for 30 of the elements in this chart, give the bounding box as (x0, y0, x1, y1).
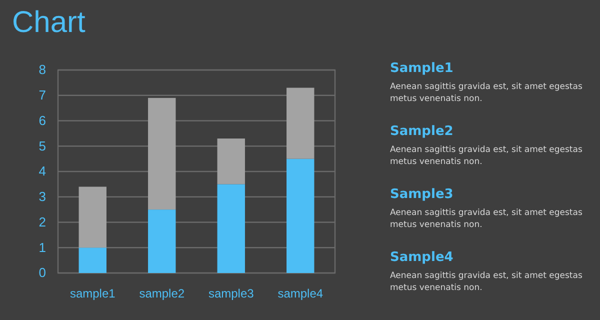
text: Sample1 (390, 61, 454, 76)
y-tick-label: 5 (38, 138, 46, 154)
bar (78, 248, 106, 273)
x-tick-label: sample3 (208, 286, 254, 301)
text: Aenean sagittis gravida est, sit amet egestas metus venenatis non. (390, 145, 583, 167)
chart-title: Chart (12, 6, 86, 39)
bar (217, 138, 245, 184)
y-tick-label: 8 (38, 62, 46, 78)
bar (148, 98, 176, 210)
bar (286, 88, 314, 159)
bar (78, 186, 106, 248)
y-tick-label: 6 (38, 112, 46, 128)
text: Sample2 (390, 124, 454, 139)
bar (286, 158, 314, 273)
x-tick-label: sample1 (70, 286, 116, 301)
text: Aenean sagittis gravida est, sit amet egestas metus venenatis non. (390, 208, 583, 230)
y-tick-label: 2 (38, 214, 46, 230)
bar (217, 184, 245, 273)
y-tick-label: 1 (38, 240, 46, 255)
text: Aenean sagittis gravida est, sit amet egestas metus venenatis non. (390, 82, 583, 104)
text: Sample4 (390, 250, 454, 265)
x-tick-label: sample4 (278, 286, 324, 301)
y-tick-label: 0 (38, 265, 46, 280)
y-tick-label: 7 (38, 88, 46, 103)
bar (148, 210, 176, 273)
y-tick-label: 4 (38, 164, 46, 179)
x-tick-label: sample2 (139, 286, 185, 301)
text: Aenean sagittis gravida est, sit amet egestas metus venenatis non. (390, 271, 583, 293)
text: Sample3 (390, 187, 454, 202)
y-tick-label: 3 (38, 189, 46, 204)
